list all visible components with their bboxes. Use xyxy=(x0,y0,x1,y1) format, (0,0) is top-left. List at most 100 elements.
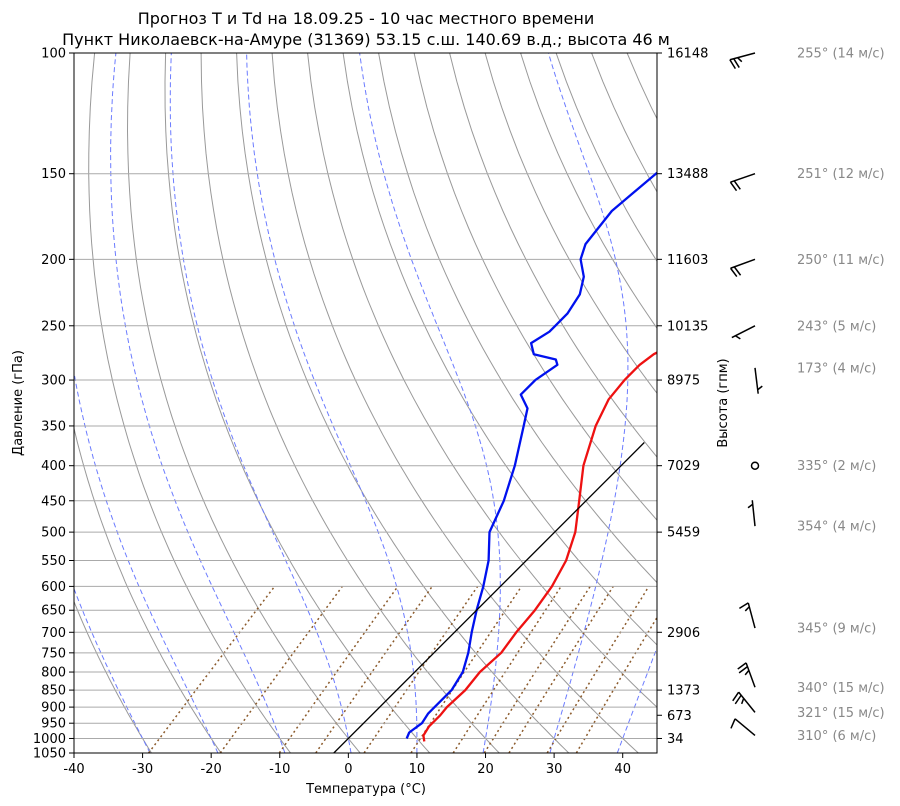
chart-subtitle: Пункт Николаевск-на-Амуре (31369) 53.15 … xyxy=(62,30,670,49)
mixing-ratio-line xyxy=(148,585,276,753)
height-tick-label: 8975 xyxy=(667,374,700,389)
barb-feather xyxy=(732,691,740,702)
barb-feather xyxy=(729,59,737,70)
dry-adiabat xyxy=(840,53,900,753)
barb-feather xyxy=(733,58,740,68)
mixing-ratio-line xyxy=(575,616,657,753)
moist-adiabat xyxy=(359,53,501,753)
chart-title: Прогноз T и Td на 18.09.25 - 10 час мест… xyxy=(138,9,594,28)
x-tick-label: -40 xyxy=(63,762,84,777)
x-tick-label: 40 xyxy=(614,762,631,777)
barb-feather xyxy=(738,666,748,674)
y-tick-label: 850 xyxy=(41,684,66,699)
mixing-ratio-line xyxy=(219,585,343,753)
y-tick-label: 1050 xyxy=(33,747,66,762)
mixing-ratio-line xyxy=(278,585,399,753)
moist-adiabat xyxy=(246,53,418,753)
y-tick-label: 550 xyxy=(41,554,66,569)
wind-label: 354° (4 м/с) xyxy=(797,520,876,535)
dry-adiabat xyxy=(164,53,431,753)
x-tick-label: 20 xyxy=(477,762,494,777)
dry-adiabat xyxy=(342,53,657,646)
barb-feather xyxy=(744,606,750,612)
dry-adiabat xyxy=(769,53,900,753)
y-tick-label: 650 xyxy=(41,604,66,619)
mixing-ratio-line xyxy=(483,585,591,753)
y-tick-label: 350 xyxy=(41,419,66,434)
dry-adiabat xyxy=(378,53,657,584)
height-tick-label: 1373 xyxy=(667,684,700,699)
height-tick-label: 13488 xyxy=(667,167,708,182)
dry-adiabat xyxy=(734,53,900,753)
y-tick-label: 100 xyxy=(41,47,66,62)
wind-barb xyxy=(732,691,756,713)
dry-adiabat xyxy=(449,53,657,458)
height-tick-label: 11603 xyxy=(667,253,708,268)
mixing-ratio-line xyxy=(452,585,562,753)
barb-shaft xyxy=(730,172,756,183)
y-tick-label: 1000 xyxy=(33,732,66,747)
wind-label: 310° (6 м/с) xyxy=(797,729,876,744)
barb-feather xyxy=(740,698,745,705)
height-tick-label: 10135 xyxy=(667,319,708,334)
wind-barb xyxy=(737,662,756,688)
barb-shaft xyxy=(745,662,756,688)
wind-label: 255° (14 м/с) xyxy=(797,47,885,62)
wind-label: 173° (4 м/с) xyxy=(797,361,876,376)
mixing-ratio-line xyxy=(546,586,650,753)
mixing-ratio-line xyxy=(508,585,614,753)
x-tick-label: -20 xyxy=(201,762,222,777)
wind-label: 243° (5 м/с) xyxy=(797,319,876,334)
y-tick-label: 700 xyxy=(41,626,66,641)
y-tick-label: 900 xyxy=(41,701,66,716)
x-axis-label: Температура (°C) xyxy=(305,782,426,797)
y-tick-label: 250 xyxy=(41,319,66,334)
y-tick-label: 300 xyxy=(41,374,66,389)
wind-barb xyxy=(729,172,756,192)
wind-barb xyxy=(730,718,756,737)
y-tick-label: 600 xyxy=(41,580,66,595)
y-tick-label: 500 xyxy=(41,526,66,541)
moist-adiabat xyxy=(110,53,286,753)
barb-shaft xyxy=(738,691,756,713)
x-tick-label: 10 xyxy=(409,762,426,777)
x-tick-label: 0 xyxy=(344,762,352,777)
x-tick-label: -10 xyxy=(269,762,290,777)
axes-layer: -40 -30 -20 -10 0 10 20 30 40 100 150 200 250 300 350 4… xyxy=(33,47,708,778)
barb-shaft xyxy=(754,367,759,394)
moist-adiabat xyxy=(74,587,151,753)
wind-label: 321° (15 м/с) xyxy=(797,706,885,721)
barb-feather xyxy=(734,335,741,340)
y-tick-label: 950 xyxy=(41,717,66,732)
dewpoint-line xyxy=(405,171,657,739)
series-layer xyxy=(333,171,657,753)
y-tick-label: 450 xyxy=(41,494,66,509)
wind-label: 345° (9 м/с) xyxy=(797,622,876,637)
y-tick-label: 750 xyxy=(41,646,66,661)
y-tick-label: 800 xyxy=(41,666,66,681)
barb-feather xyxy=(737,57,743,63)
wind-barb xyxy=(729,52,756,70)
barb-feather xyxy=(744,669,750,676)
barb-shaft xyxy=(731,325,756,339)
wind-barb xyxy=(729,258,756,278)
height-tick-label: 673 xyxy=(667,709,692,724)
barb-feather xyxy=(733,266,742,276)
dry-adiabat xyxy=(520,53,657,330)
dry-adiabat xyxy=(200,53,500,753)
dry-adiabat xyxy=(74,426,222,753)
calm-circle xyxy=(750,461,760,470)
dry-adiabat xyxy=(74,600,152,753)
y-tick-label: 150 xyxy=(41,167,66,182)
barb-shaft xyxy=(751,500,756,527)
barb-shaft xyxy=(734,718,756,737)
wind-label: 335° (2 м/с) xyxy=(797,459,876,474)
wind-barb xyxy=(750,461,760,470)
barb-shaft xyxy=(730,258,756,269)
x-tick-label: -30 xyxy=(132,762,153,777)
dry-adiabat xyxy=(126,53,361,753)
wind-label: 340° (15 м/с) xyxy=(797,681,885,696)
x-tick-label: 30 xyxy=(546,762,563,777)
moist-adiabat xyxy=(547,53,629,753)
mixing-ratio-line xyxy=(363,585,479,753)
